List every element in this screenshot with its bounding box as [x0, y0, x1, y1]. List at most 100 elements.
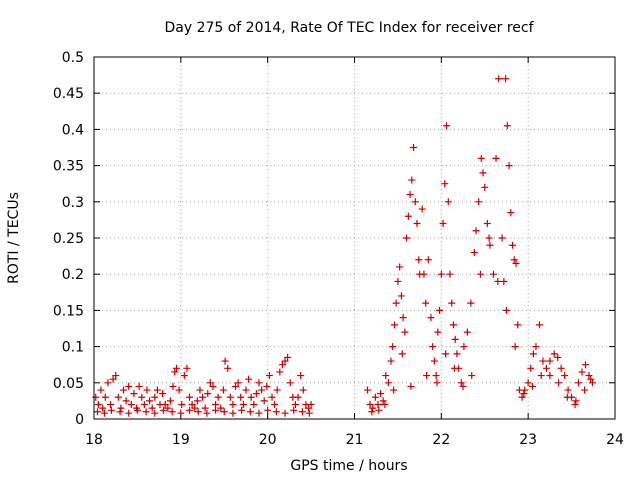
data-point — [486, 241, 494, 249]
data-point — [278, 361, 286, 369]
data-point — [291, 401, 299, 409]
data-point — [238, 406, 246, 414]
data-point — [178, 401, 186, 409]
data-point — [183, 364, 191, 372]
data-point — [437, 270, 445, 278]
data-point — [384, 379, 392, 387]
x-axis-label: GPS time / hours — [290, 458, 407, 474]
data-point — [366, 401, 374, 409]
data-point — [397, 292, 405, 300]
data-point — [194, 408, 202, 416]
data-point — [483, 220, 491, 228]
data-point — [572, 397, 580, 405]
data-point — [457, 379, 465, 387]
data-point — [229, 401, 237, 409]
data-point — [175, 386, 183, 394]
data-point — [146, 397, 154, 405]
data-point — [453, 350, 461, 358]
data-point — [446, 270, 454, 278]
data-point — [535, 321, 543, 329]
y-tick-label: 0.05 — [53, 376, 84, 392]
data-point — [246, 408, 254, 416]
data-point — [100, 409, 108, 417]
data-point — [114, 393, 122, 401]
data-point — [234, 379, 242, 387]
data-point — [459, 382, 467, 390]
data-point — [161, 401, 169, 409]
data-point — [546, 357, 554, 365]
data-point — [153, 386, 161, 394]
y-tick-label: 0.1 — [62, 340, 84, 356]
data-point — [472, 227, 480, 235]
data-point — [368, 408, 376, 416]
data-point — [127, 401, 135, 409]
data-point — [284, 353, 292, 361]
data-point — [587, 375, 595, 383]
x-tick-label: 24 — [606, 432, 624, 448]
data-point — [524, 379, 532, 387]
y-axis-label: ROTI / TECUs — [6, 192, 22, 284]
y-tick-label: 0 — [75, 412, 84, 428]
data-point — [477, 154, 485, 162]
data-point — [500, 277, 508, 285]
data-point — [151, 393, 159, 401]
data-point — [387, 357, 395, 365]
data-point — [186, 406, 194, 414]
data-point — [138, 393, 146, 401]
data-point — [232, 382, 240, 390]
data-point — [529, 382, 537, 390]
data-points — [92, 75, 596, 417]
data-point — [143, 386, 151, 394]
data-point — [563, 393, 571, 401]
data-point — [520, 390, 528, 398]
chart-title: Day 275 of 2014, Rate Of TEC Index for r… — [164, 20, 534, 36]
data-point — [220, 408, 228, 416]
data-point — [557, 364, 565, 372]
data-point — [436, 306, 444, 314]
data-point — [390, 386, 398, 394]
data-point — [407, 382, 415, 390]
data-point — [239, 401, 247, 409]
data-point — [581, 386, 589, 394]
data-point — [424, 256, 432, 264]
data-point — [495, 75, 503, 83]
data-point — [410, 144, 418, 151]
data-point — [479, 169, 487, 177]
data-point — [237, 393, 245, 401]
data-point — [99, 404, 107, 412]
data-point — [245, 375, 253, 383]
x-tick-label: 19 — [172, 432, 190, 448]
data-point — [430, 357, 438, 365]
data-point — [186, 393, 194, 401]
data-point — [404, 212, 412, 220]
data-point — [498, 234, 506, 242]
data-point — [172, 364, 180, 372]
data-point — [371, 393, 379, 401]
data-point — [117, 404, 125, 412]
data-point — [575, 379, 583, 387]
data-point — [450, 364, 458, 372]
data-point — [442, 350, 450, 358]
data-point — [271, 401, 279, 409]
data-point — [264, 406, 272, 414]
data-point — [219, 386, 227, 394]
data-point — [529, 350, 537, 358]
data-point — [294, 393, 302, 401]
data-point — [364, 386, 372, 394]
data-point — [507, 209, 515, 217]
data-point — [389, 343, 397, 351]
data-point — [140, 401, 148, 409]
data-point — [272, 408, 280, 416]
data-point — [125, 409, 133, 417]
data-point — [476, 270, 484, 278]
data-point — [206, 379, 214, 387]
data-point — [422, 299, 430, 307]
data-point — [494, 277, 502, 285]
data-point — [166, 397, 174, 405]
data-point — [263, 382, 271, 390]
data-point — [475, 198, 483, 206]
data-point — [463, 328, 471, 336]
data-point — [411, 198, 419, 206]
data-point — [539, 357, 547, 365]
